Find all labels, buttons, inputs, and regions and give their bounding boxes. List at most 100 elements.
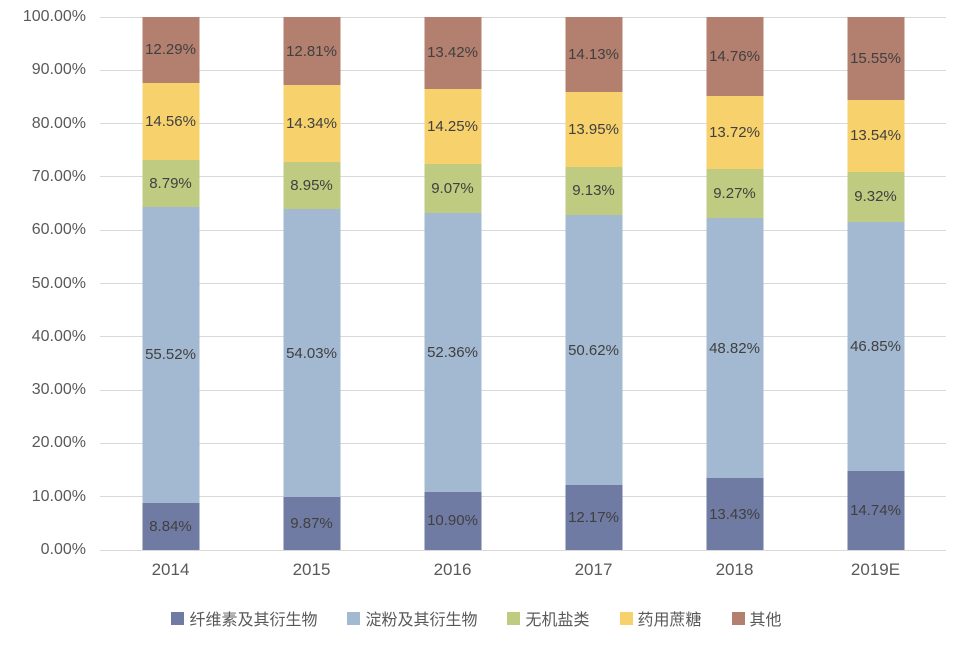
bar-segment: 14.25%	[424, 88, 481, 165]
data-label: 9.87%	[290, 515, 333, 533]
data-label: 14.56%	[145, 112, 196, 130]
y-tick-label: 60.00%	[31, 221, 86, 239]
data-label: 46.85%	[850, 338, 901, 356]
data-label: 15.55%	[850, 49, 901, 67]
bar-segment: 52.36%	[424, 212, 481, 492]
bar-segment: 13.54%	[847, 99, 904, 173]
bar-segment: 46.85%	[847, 221, 904, 472]
legend-swatch-icon	[507, 611, 521, 625]
data-label: 13.54%	[850, 127, 901, 145]
data-label: 8.79%	[149, 175, 192, 193]
gridline	[100, 549, 946, 551]
bar-segment: 9.32%	[847, 172, 904, 222]
bar-segment: 12.17%	[565, 485, 622, 550]
legend-label: 其他	[749, 612, 782, 629]
bar-segment: 55.52%	[142, 206, 199, 503]
legend: 纤维素及其衍生物 淀粉及其衍生物 无机盐类 药用蔗糖 其他	[0, 606, 953, 630]
legend-label: 无机盐类	[525, 612, 590, 629]
x-tick-label: 2018	[715, 560, 754, 579]
legend-swatch-icon	[347, 611, 361, 625]
data-label: 8.84%	[149, 517, 192, 535]
gridline	[100, 496, 946, 498]
bar-segment: 15.55%	[847, 17, 904, 100]
stacked-bar-2017: 14.13% 13.95% 9.13% 50.62% 12.17%	[565, 17, 622, 550]
gridline	[100, 229, 946, 231]
bar-segment: 13.72%	[706, 95, 763, 169]
data-label: 8.95%	[290, 177, 333, 195]
x-axis: 2014 2015 2016 2017 2018 2019E	[100, 560, 946, 580]
legend-label: 药用蔗糖	[637, 612, 702, 629]
y-tick-label: 10.00%	[31, 487, 86, 505]
y-tick-label: 40.00%	[31, 327, 86, 345]
data-label: 12.17%	[568, 509, 619, 527]
bar-segment: 8.95%	[283, 161, 340, 210]
bar-segment: 13.42%	[424, 17, 481, 89]
x-tick-label: 2019E	[850, 560, 901, 579]
bar-segment: 14.76%	[706, 17, 763, 96]
bar-segment: 14.13%	[565, 17, 622, 93]
x-tick-label: 2015	[292, 560, 331, 579]
data-label: 48.82%	[709, 339, 760, 357]
bars-container: 12.29% 14.56% 8.79% 55.52% 8.84% 12.81% 14.34%…	[100, 17, 946, 550]
bar-slot-2018: 14.76% 13.72% 9.27% 48.82% 13.43%	[664, 17, 805, 550]
gridline	[100, 123, 946, 125]
data-label: 12.29%	[145, 41, 196, 59]
legend-item: 纤维素及其衍生物	[171, 606, 317, 630]
legend-swatch-icon	[731, 611, 745, 625]
plot-area: 12.29% 14.56% 8.79% 55.52% 8.84% 12.81% 14.34%…	[100, 16, 946, 551]
y-tick-label: 20.00%	[31, 434, 86, 452]
data-label: 12.81%	[286, 42, 337, 60]
stacked-bar-2019E: 15.55% 13.54% 9.32% 46.85% 14.74%	[847, 17, 904, 550]
data-label: 9.27%	[713, 184, 756, 202]
bar-segment: 8.79%	[142, 160, 199, 207]
data-label: 9.32%	[854, 188, 897, 206]
legend-item: 其他	[731, 606, 782, 630]
bar-segment: 14.34%	[283, 85, 340, 162]
y-tick-label: 90.00%	[31, 61, 86, 79]
legend-label: 淀粉及其衍生物	[365, 612, 478, 629]
x-tick-label: 2017	[574, 560, 613, 579]
data-label: 13.43%	[709, 505, 760, 523]
data-label: 55.52%	[145, 346, 196, 364]
bar-slot-2014: 12.29% 14.56% 8.79% 55.52% 8.84%	[100, 17, 241, 550]
data-label: 9.13%	[572, 182, 615, 200]
data-label: 50.62%	[568, 341, 619, 359]
bar-slot-2017: 14.13% 13.95% 9.13% 50.62% 12.17%	[523, 17, 664, 550]
data-label: 14.76%	[709, 47, 760, 65]
gridline	[100, 16, 946, 18]
y-tick-label: 30.00%	[31, 381, 86, 399]
bar-segment: 50.62%	[565, 215, 622, 486]
legend-swatch-icon	[171, 611, 185, 625]
bar-segment: 48.82%	[706, 218, 763, 479]
gridline	[100, 283, 946, 284]
gridline	[100, 336, 946, 338]
bar-segment: 12.29%	[142, 17, 199, 83]
data-label: 14.13%	[568, 46, 619, 64]
bar-segment: 9.87%	[283, 497, 340, 550]
bar-segment: 13.95%	[565, 92, 622, 167]
data-label: 52.36%	[427, 343, 478, 361]
y-axis: 0.00% 10.00% 20.00% 30.00% 40.00% 50.00% 60.00…	[0, 8, 86, 558]
legend-item: 药用蔗糖	[619, 606, 702, 630]
bar-segment: 8.84%	[142, 502, 199, 550]
y-tick-label: 100.00%	[22, 8, 86, 25]
stacked-bar-2016: 13.42% 14.25% 9.07% 52.36% 10.90%	[424, 17, 481, 550]
bar-slot-2016: 13.42% 14.25% 9.07% 52.36% 10.90%	[382, 17, 523, 550]
y-tick-label: 0.00%	[40, 541, 86, 558]
data-label: 10.90%	[427, 512, 478, 530]
gridline	[100, 69, 946, 71]
stacked-bar-2014: 12.29% 14.56% 8.79% 55.52% 8.84%	[142, 17, 199, 550]
bar-slot-2019E: 15.55% 13.54% 9.32% 46.85% 14.74%	[805, 17, 946, 550]
stacked-bar-2018: 14.76% 13.72% 9.27% 48.82% 13.43%	[706, 17, 763, 550]
data-label: 13.42%	[427, 44, 478, 62]
bar-segment: 54.03%	[283, 209, 340, 498]
data-label: 14.74%	[850, 502, 901, 520]
bar-segment: 9.13%	[565, 166, 622, 216]
y-tick-label: 70.00%	[31, 167, 86, 185]
stacked-bar-2015: 12.81% 14.34% 8.95% 54.03% 9.87%	[283, 17, 340, 550]
data-label: 13.95%	[568, 120, 619, 138]
gridline	[100, 176, 946, 178]
gridline	[100, 442, 946, 444]
gridline	[100, 389, 946, 391]
bar-segment: 14.74%	[847, 471, 904, 550]
